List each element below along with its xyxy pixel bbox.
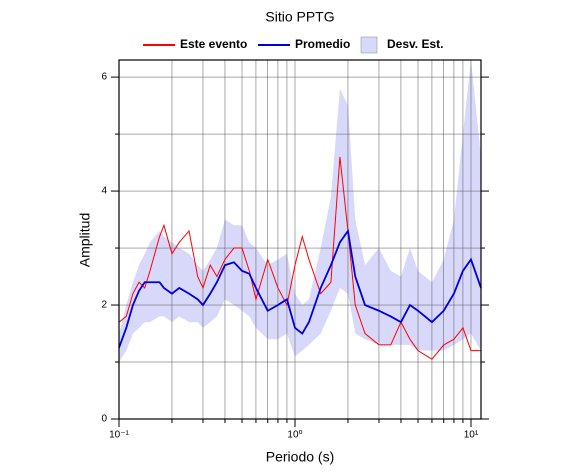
legend-swatch — [360, 36, 378, 54]
y-tick-label: 0 — [101, 414, 107, 425]
x-tick-label: 10¹ — [464, 430, 479, 441]
x-tick-label: 10⁰ — [287, 430, 302, 441]
plot-frame — [118, 59, 482, 420]
y-tick-label: 2 — [101, 300, 107, 311]
y-tick-label: 6 — [101, 72, 107, 83]
data-line — [118, 156, 481, 360]
legend-label: Promedio — [295, 37, 350, 51]
x-tick-label: 10⁻¹ — [109, 430, 129, 441]
legend-label: Este evento — [180, 37, 247, 51]
y-tick-label: 4 — [101, 186, 107, 197]
data-line — [118, 228, 482, 349]
chart-title: Sitio PPTG — [265, 9, 334, 25]
x-axis-label: Periodo (s) — [266, 449, 334, 465]
y-axis-label: Amplitud — [77, 213, 93, 267]
std-band — [119, 60, 481, 363]
legend-label: Desv. Est. — [387, 37, 443, 51]
